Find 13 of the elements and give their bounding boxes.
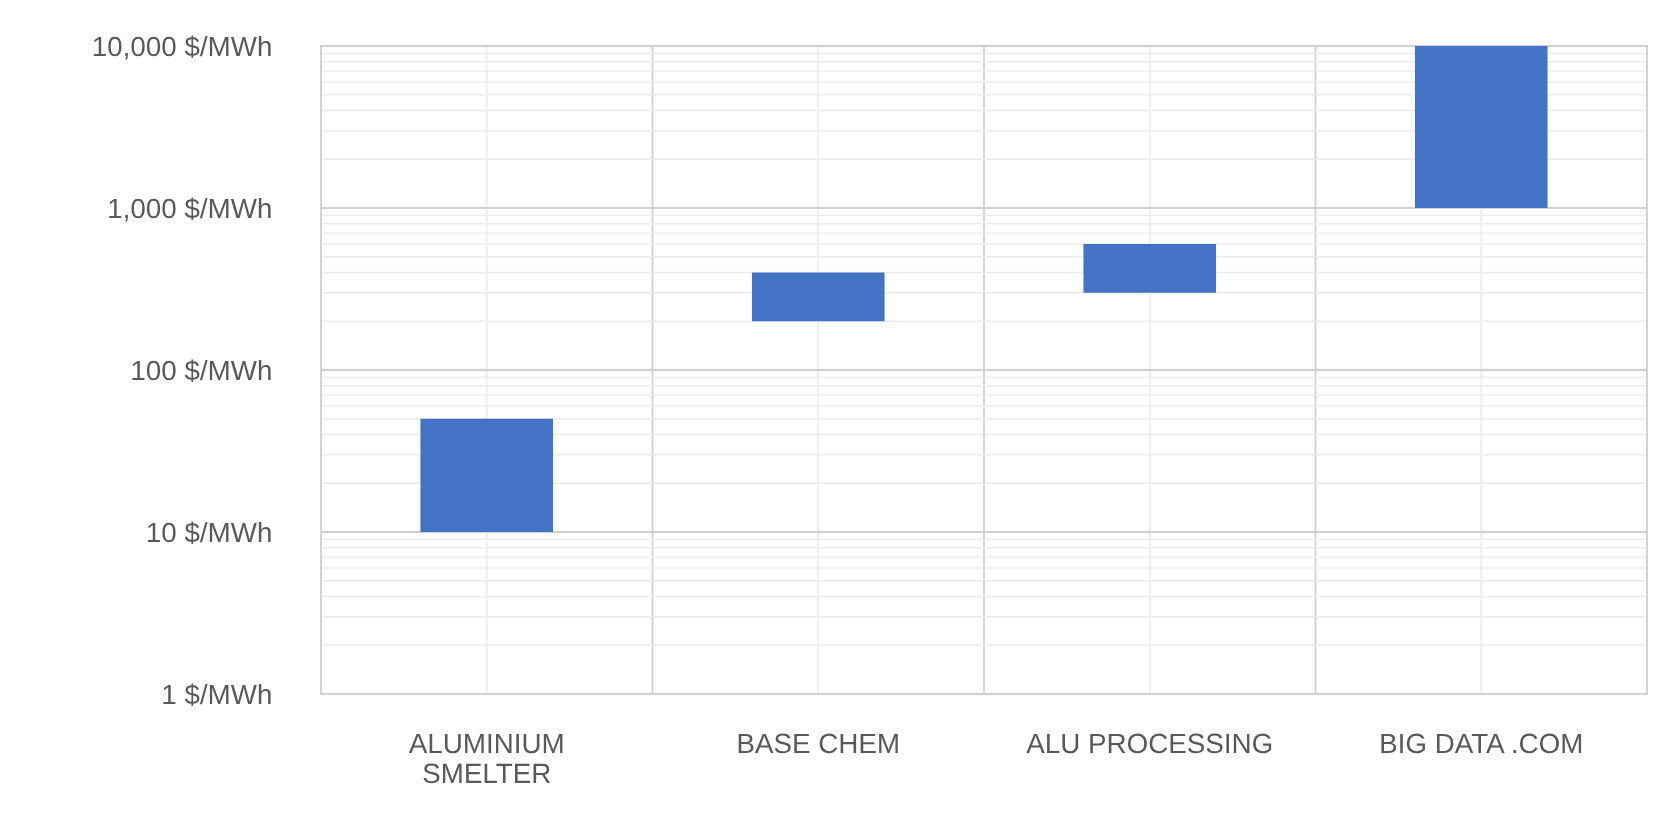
bar [420, 418, 554, 532]
x-tick-label: BASE CHEM [738, 733, 898, 754]
y-tick-label: 10,000 $/MWh [93, 35, 271, 60]
bar [1414, 46, 1548, 208]
x-tick-label: ALUMINIUM SMELTER [408, 733, 563, 784]
x-tick-label: BIG DATA .COM [1381, 733, 1582, 754]
x-tick-label: ALU PROCESSING [1026, 733, 1272, 754]
y-tick-label: 1,000 $/MWh [109, 197, 271, 222]
bar [751, 272, 885, 322]
bar [1083, 243, 1217, 293]
y-tick-label: 1 $/MWh [163, 683, 271, 706]
y-tick-label: 100 $/MWh [132, 359, 271, 382]
y-tick-label: 10 $/MWh [147, 521, 271, 544]
